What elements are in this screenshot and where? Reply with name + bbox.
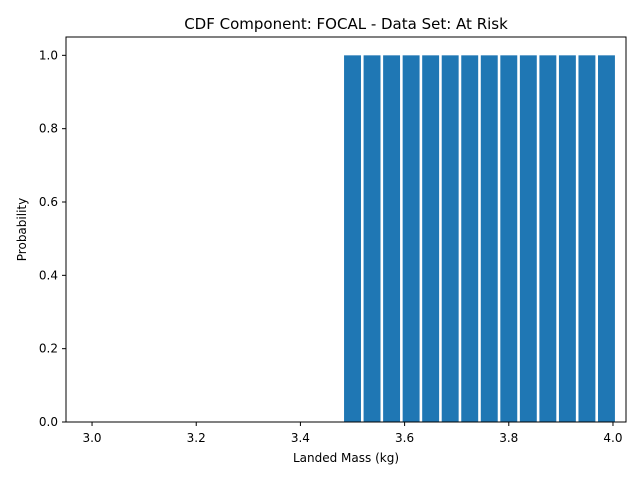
x-tick-label-4: 3.8 xyxy=(499,431,518,445)
bar-6 xyxy=(461,55,479,422)
y-tick-label-0: 0.0 xyxy=(39,415,58,429)
bar-8 xyxy=(500,55,518,422)
bar-3 xyxy=(402,55,420,422)
bar-7 xyxy=(480,55,498,422)
bar-0 xyxy=(344,55,361,422)
bar-10 xyxy=(539,55,557,422)
bar-13 xyxy=(598,55,615,422)
chart-title: CDF Component: FOCAL - Data Set: At Risk xyxy=(184,15,508,33)
bar-2 xyxy=(383,55,401,422)
x-tick-label-1: 3.2 xyxy=(187,431,206,445)
x-tick-label-0: 3.0 xyxy=(82,431,101,445)
y-axis-ticks: 0.0 0.2 0.4 0.6 0.8 1.0 xyxy=(39,48,66,429)
x-tick-label-2: 3.4 xyxy=(291,431,310,445)
bar-9 xyxy=(519,55,537,422)
y-tick-label-4: 0.8 xyxy=(39,122,58,136)
bar-11 xyxy=(558,55,576,422)
x-axis-label: Landed Mass (kg) xyxy=(293,451,399,465)
bar-12 xyxy=(578,55,596,422)
x-tick-label-3: 3.6 xyxy=(395,431,414,445)
y-tick-label-1: 0.2 xyxy=(39,342,58,356)
bar-1 xyxy=(363,55,381,422)
y-tick-label-3: 0.6 xyxy=(39,195,58,209)
x-axis-ticks: 3.0 3.2 3.4 3.6 3.8 4.0 xyxy=(82,422,623,445)
bar-4 xyxy=(422,55,440,422)
plot-frame xyxy=(65,36,627,423)
y-tick-label-2: 0.4 xyxy=(39,268,58,282)
y-axis-label: Probability xyxy=(15,198,29,261)
bars-group xyxy=(344,55,615,422)
bar-5 xyxy=(441,55,459,422)
x-tick-label-5: 4.0 xyxy=(603,431,622,445)
y-tick-label-5: 1.0 xyxy=(39,48,58,62)
